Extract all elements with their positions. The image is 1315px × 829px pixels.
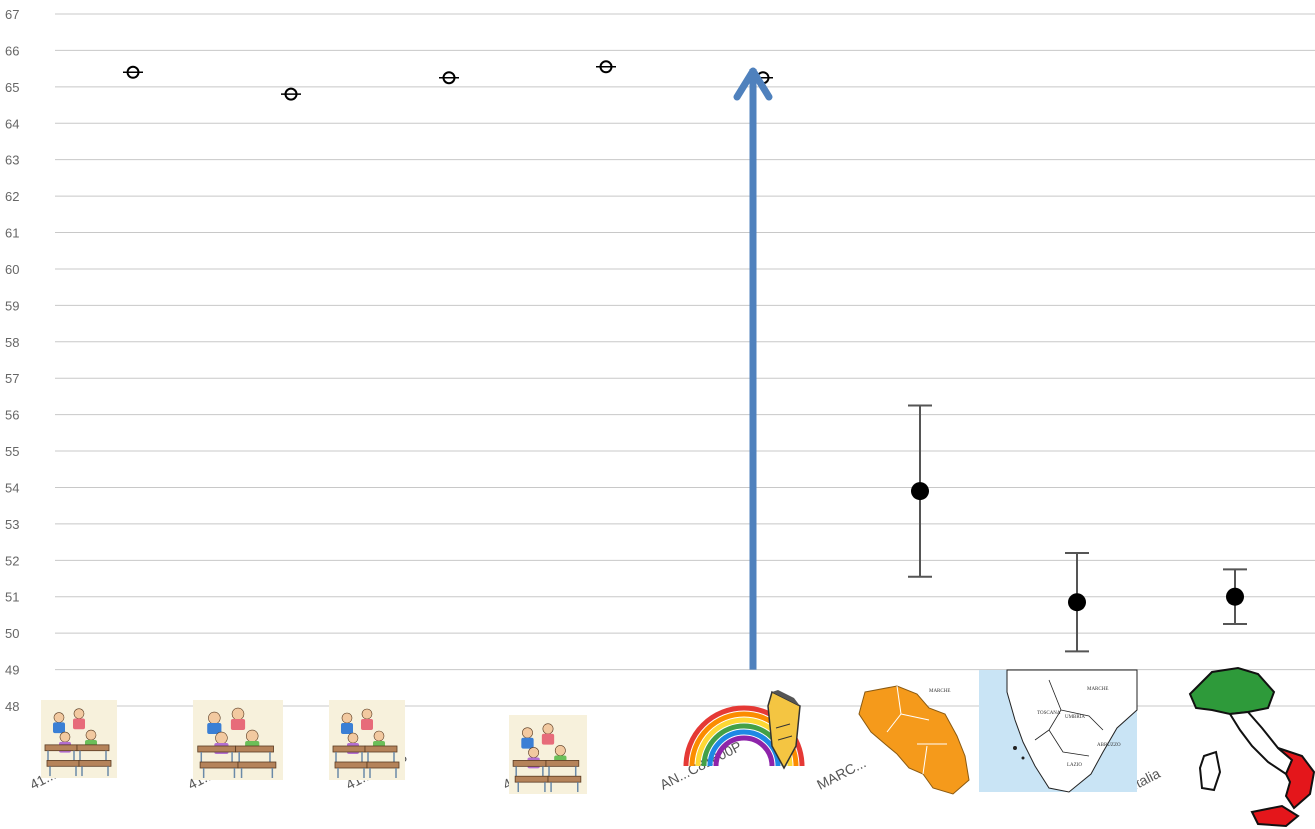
svg-text:TOSCANA: TOSCANA bbox=[1037, 711, 1061, 716]
svg-text:MARCHE: MARCHE bbox=[929, 689, 950, 694]
y-tick-label: 54 bbox=[5, 480, 19, 495]
y-tick-label: 58 bbox=[5, 335, 19, 350]
y-tick-label: 56 bbox=[5, 408, 19, 423]
svg-text:MARCHE: MARCHE bbox=[1087, 687, 1108, 692]
svg-text:ABRUZZO: ABRUZZO bbox=[1097, 743, 1121, 748]
rainbow-pencil-logo bbox=[683, 690, 805, 770]
x-tick-label: MARC... bbox=[814, 754, 868, 792]
category-images: MARCHE TOSCANA MARCHE UMBRIA ABRUZZO LAZIO bbox=[41, 666, 1315, 828]
y-tick-label: 50 bbox=[5, 626, 19, 641]
arrow-head bbox=[733, 67, 773, 101]
y-tick-label: 51 bbox=[5, 590, 19, 605]
data-point bbox=[1068, 593, 1086, 612]
y-tick-label: 67 bbox=[5, 7, 19, 22]
marche-map: MARCHE bbox=[858, 685, 970, 795]
y-tick-label: 55 bbox=[5, 444, 19, 459]
y-tick-label: 64 bbox=[5, 116, 19, 131]
data-point bbox=[1226, 587, 1244, 606]
data-point bbox=[911, 482, 929, 501]
y-tick-label: 52 bbox=[5, 553, 19, 568]
classroom-icon bbox=[509, 715, 587, 794]
y-tick-label: 59 bbox=[5, 298, 19, 313]
y-tick-label: 61 bbox=[5, 226, 19, 241]
error-bars bbox=[908, 404, 1247, 653]
classroom-icon bbox=[193, 700, 283, 780]
svg-text:LAZIO: LAZIO bbox=[1067, 763, 1082, 768]
y-tick-label: 63 bbox=[5, 153, 19, 168]
y-tick-label: 62 bbox=[5, 189, 19, 204]
italy-map bbox=[1188, 666, 1315, 828]
y-tick-label: 66 bbox=[5, 43, 19, 58]
gridlines bbox=[55, 13, 1315, 707]
classroom-icon bbox=[329, 700, 405, 780]
central-italy-map: TOSCANA MARCHE UMBRIA ABRUZZO LAZIO bbox=[979, 669, 1138, 793]
y-axis-ticks: 48 49 50 51 52 53 54 55 56 57 58 59 60 61 62 63 64 65 66 67 bbox=[5, 7, 19, 714]
highlight-arrow bbox=[733, 67, 773, 670]
data-points bbox=[123, 60, 1244, 612]
y-tick-label: 53 bbox=[5, 517, 19, 532]
y-tick-label: 65 bbox=[5, 80, 19, 95]
classroom-icon bbox=[41, 700, 117, 778]
y-tick-label: 49 bbox=[5, 663, 19, 678]
svg-text:UMBRIA: UMBRIA bbox=[1065, 715, 1085, 720]
y-tick-label: 48 bbox=[5, 699, 19, 714]
y-tick-label: 60 bbox=[5, 262, 19, 277]
y-tick-label: 57 bbox=[5, 371, 19, 386]
